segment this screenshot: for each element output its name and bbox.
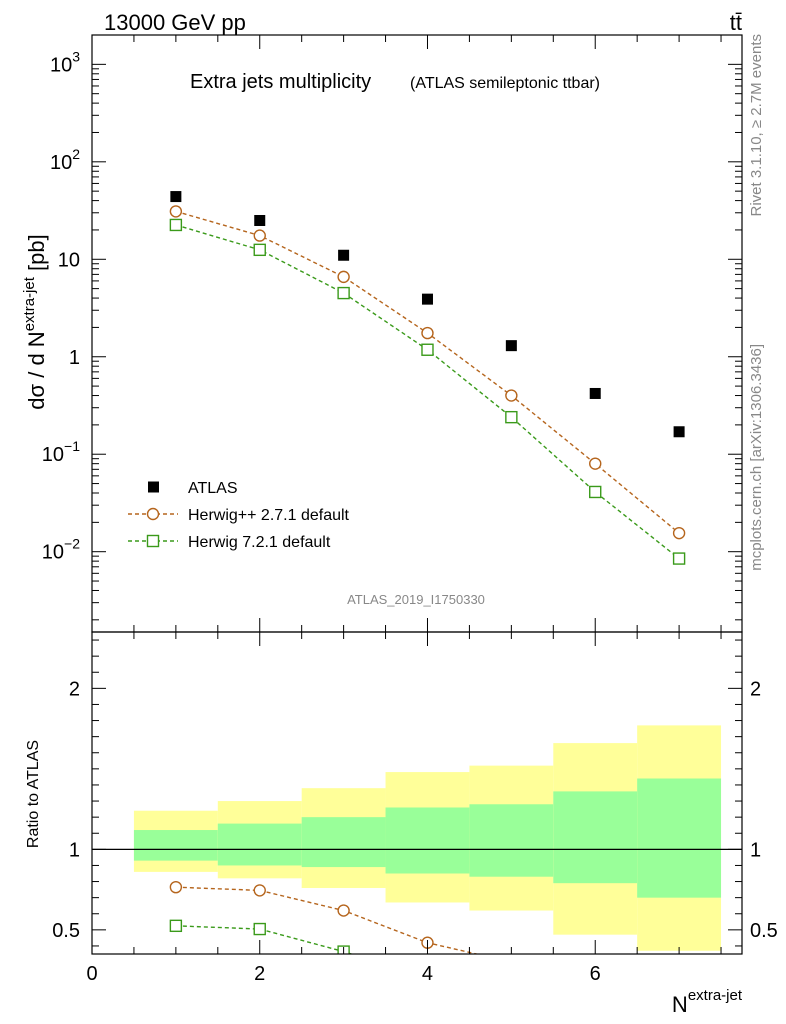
ratio-herwig7-marker — [253, 922, 266, 936]
chart-subtitle: (ATLAS semileptonic ttbar) — [410, 75, 600, 92]
ratio-y-tick-label: 2 — [69, 678, 80, 700]
herwigpp-marker — [505, 389, 518, 402]
main-y-axis-label: dσ / d Nextra-jet [pb] — [21, 234, 49, 409]
ratio-series — [169, 880, 517, 968]
ratio-frame — [91, 631, 743, 955]
herwig7-marker — [421, 343, 434, 356]
y-tick-label: 10 — [58, 249, 80, 271]
inner-uncertainty-band — [469, 804, 554, 877]
herwig7-marker — [253, 243, 266, 257]
mcplots-label: mcplots.cern.ch [arXiv:1306.3436] — [748, 344, 765, 571]
legend-entry-label: Herwig++ 2.7.1 default — [188, 507, 350, 524]
inner-uncertainty-band — [637, 778, 722, 898]
analysis-id: ATLAS_2019_I1750330 — [347, 592, 485, 607]
legend-entry-label: Herwig 7.2.1 default — [188, 534, 331, 551]
rivet-label: Rivet 3.1.10, ≥ 2.7M events — [748, 34, 765, 217]
ratio-y-tick-label: 1 — [69, 839, 80, 861]
inner-uncertainty-band — [301, 817, 386, 868]
ratio-herwigpp-marker — [337, 904, 350, 917]
main-series — [169, 191, 686, 565]
legend: ATLAS Herwig++ 2.7.1 default Herwig 7.2.1 … — [128, 480, 350, 551]
y-tick-label: 1 — [69, 347, 80, 369]
atlas-data-point — [170, 191, 182, 203]
ratio-axis-ticks: 0.5 0.5 1 1 2 2 0 2 4 6 — [52, 632, 778, 985]
legend-entry-label: ATLAS — [188, 480, 238, 497]
ratio-herwig7-marker — [169, 919, 183, 933]
y-tick-label: 103 — [50, 48, 80, 76]
ratio-bands — [92, 725, 742, 951]
atlas-data-point — [421, 293, 433, 305]
atlas-data-point — [589, 387, 601, 399]
herwig7-marker — [337, 286, 350, 300]
herwig7-marker — [169, 218, 183, 232]
inner-uncertainty-band — [553, 791, 638, 884]
energy-label: 13000 GeV pp — [104, 10, 246, 35]
chart-title: Extra jets multiplicity — [190, 71, 371, 93]
ratio-series-clip-group — [169, 880, 517, 968]
x-axis-label: Nextra-jet — [672, 987, 743, 1017]
herwig7-marker — [505, 410, 518, 424]
ratio-y-axis-label: Ratio to ATLAS — [25, 740, 42, 848]
x-tick-label: 0 — [86, 963, 97, 985]
legend-atlas-marker — [148, 481, 159, 493]
y-tick-label: 10−1 — [42, 438, 80, 466]
y-tick-label: 10−2 — [42, 536, 80, 564]
atlas-data-point — [338, 249, 350, 261]
legend-herwigpp-marker — [146, 507, 160, 521]
y-tick-label: 102 — [50, 146, 80, 174]
x-tick-label: 6 — [590, 963, 601, 985]
herwigpp-line — [175, 210, 680, 534]
herwigpp-marker — [169, 205, 183, 218]
ratio-herwigpp-marker — [506, 957, 517, 968]
herwig7-marker — [672, 552, 686, 565]
herwigpp-marker — [253, 229, 266, 242]
x-tick-label: 2 — [254, 963, 265, 985]
herwigpp-marker — [337, 270, 350, 284]
herwigpp-marker — [589, 457, 602, 470]
herwigpp-marker — [672, 526, 686, 540]
x-tick-label: 4 — [422, 963, 433, 985]
inner-uncertainty-band — [217, 823, 302, 866]
ratio-herwigpp-marker — [253, 884, 266, 897]
ratio-y-tick-label: 0.5 — [52, 920, 80, 942]
atlas-data-point — [254, 214, 266, 226]
svg-text:dσ / d Nextra-jet [pb]: dσ / d Nextra-jet [pb] — [21, 234, 49, 409]
atlas-data-point — [673, 426, 685, 438]
process-label: tt̄ — [730, 10, 742, 35]
atlas-data-point — [505, 340, 517, 352]
herwigpp-marker — [421, 326, 434, 340]
ratio-y-tick-label-right: 0.5 — [750, 920, 778, 942]
inner-uncertainty-band — [133, 830, 218, 861]
svg-text:Nextra-jet: Nextra-jet — [672, 987, 743, 1017]
inner-uncertainty-band — [385, 807, 470, 874]
ratio-herwig7-line — [175, 925, 354, 954]
ratio-y-tick-label-right: 2 — [750, 678, 761, 700]
legend-herwig7-marker — [146, 534, 160, 548]
ratio-y-tick-label-right: 1 — [750, 839, 761, 861]
ratio-herwigpp-marker — [169, 880, 183, 894]
herwig7-marker — [589, 485, 602, 499]
